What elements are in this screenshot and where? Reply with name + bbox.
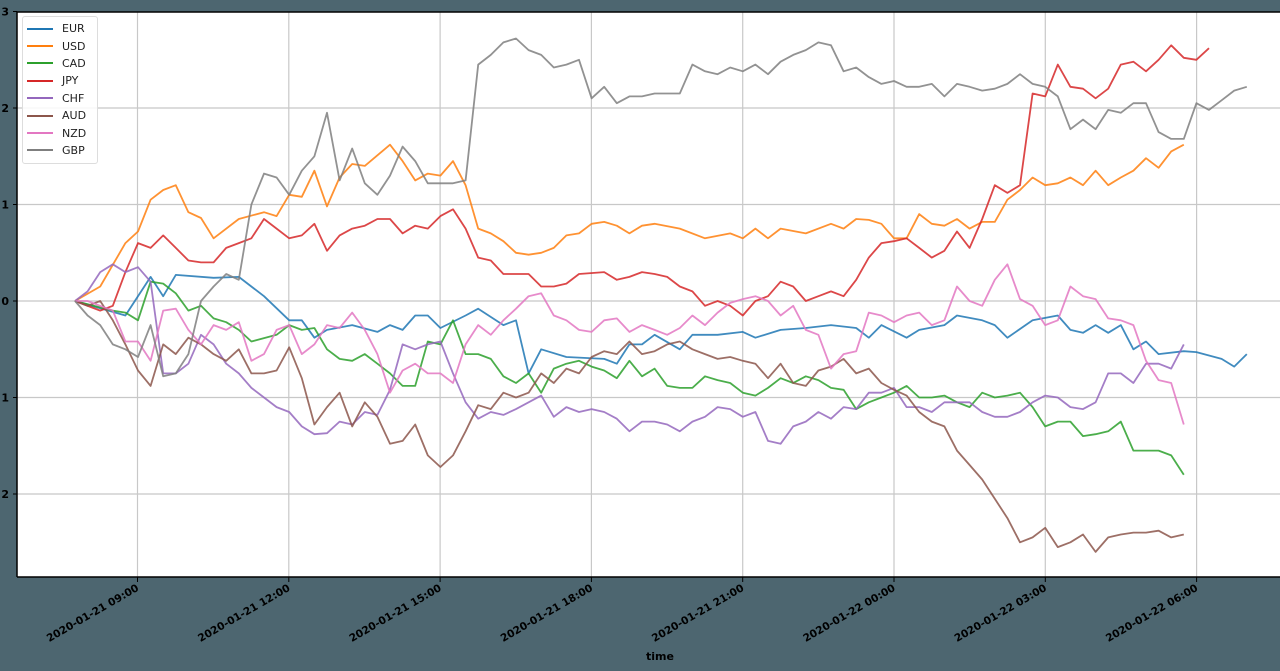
y-tick-label: 0 xyxy=(1,295,9,308)
legend-swatch xyxy=(27,79,53,82)
y-tick-label: 2 xyxy=(1,102,9,115)
plot-area xyxy=(17,12,1280,577)
series-line-nzd xyxy=(75,263,1185,425)
legend-swatch xyxy=(27,45,53,48)
legend-swatch xyxy=(27,27,53,30)
legend-item-nzd: NZD xyxy=(27,124,93,141)
series-lines xyxy=(74,37,1248,553)
y-axis-ticks: 3 2 1 0 1 2 xyxy=(1,6,17,501)
y-tick-label: 1 xyxy=(1,199,9,212)
series-line-gbp xyxy=(74,37,1248,378)
x-axis-label: time xyxy=(646,650,674,663)
legend-label: EUR xyxy=(62,22,85,36)
x-tick-label: 2020-01-22 03:00 xyxy=(953,582,1049,645)
legend-item-gbp: GBP xyxy=(27,142,93,159)
x-tick-label: 2020-01-21 12:00 xyxy=(196,582,292,645)
legend-swatch xyxy=(27,114,53,117)
legend-item-usd: USD xyxy=(27,37,93,54)
legend-label: USD xyxy=(62,39,86,53)
series-line-cad xyxy=(74,280,1185,476)
x-tick-label: 2020-01-22 00:00 xyxy=(801,582,897,645)
legend-swatch xyxy=(27,62,53,65)
series-line-chf xyxy=(74,263,1185,445)
legend-item-jpy: JPY xyxy=(27,72,93,89)
legend-label: CHF xyxy=(62,91,85,105)
legend-label: AUD xyxy=(62,109,87,123)
legend-item-aud: AUD xyxy=(27,107,93,124)
legend-item-chf: CHF xyxy=(27,90,93,107)
x-tick-label: 2020-01-21 21:00 xyxy=(650,582,746,645)
x-tick-label: 2020-01-21 15:00 xyxy=(347,582,443,645)
legend-swatch xyxy=(27,132,53,135)
legend-label: CAD xyxy=(62,56,86,70)
x-tick-label: 2020-01-21 09:00 xyxy=(45,582,141,645)
series-line-jpy xyxy=(74,44,1210,317)
legend-swatch xyxy=(27,97,53,100)
legend-label: NZD xyxy=(62,126,87,140)
x-axis-ticks: 2020-01-21 09:00 2020-01-21 12:00 2020-01-… xyxy=(45,577,1200,645)
series-line-aud xyxy=(74,300,1185,553)
x-tick-label: 2020-01-21 18:00 xyxy=(499,582,595,645)
y-tick-label: 2 xyxy=(1,488,9,501)
legend: EUR USD CAD JPY CHF AUD NZD GBP xyxy=(22,16,98,165)
y-tick-label: 1 xyxy=(1,392,9,405)
grid-lines xyxy=(17,12,1280,577)
legend-label: JPY xyxy=(62,74,79,88)
legend-item-eur: EUR xyxy=(27,20,93,37)
x-tick-label: 2020-01-22 06:00 xyxy=(1104,582,1200,645)
legend-label: GBP xyxy=(62,143,85,157)
legend-swatch xyxy=(27,149,53,152)
y-tick-label: 3 xyxy=(1,6,9,19)
legend-item-cad: CAD xyxy=(27,55,93,72)
